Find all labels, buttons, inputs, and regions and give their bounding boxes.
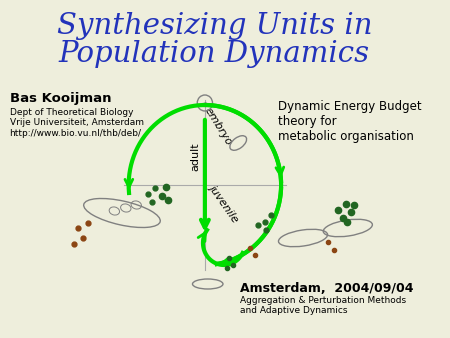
Text: Bas Kooijman: Bas Kooijman: [9, 92, 111, 105]
Text: Synthesizing Units in: Synthesizing Units in: [57, 12, 372, 40]
Text: Population Dynamics: Population Dynamics: [59, 40, 370, 68]
Text: Amsterdam,  2004/09/04: Amsterdam, 2004/09/04: [240, 282, 414, 295]
Text: Aggregation & Perturbation Methods
and Adaptive Dynamics: Aggregation & Perturbation Methods and A…: [240, 296, 406, 315]
Text: Dynamic Energy Budget
theory for
metabolic organisation: Dynamic Energy Budget theory for metabol…: [278, 100, 422, 143]
Text: embryo: embryo: [202, 106, 234, 148]
Text: adult: adult: [190, 143, 200, 171]
Text: juvenile: juvenile: [207, 182, 241, 224]
Text: Dept of Theoretical Biology
Vrije Universiteit, Amsterdam
http://www.bio.vu.nl/t: Dept of Theoretical Biology Vrije Univer…: [9, 108, 144, 138]
